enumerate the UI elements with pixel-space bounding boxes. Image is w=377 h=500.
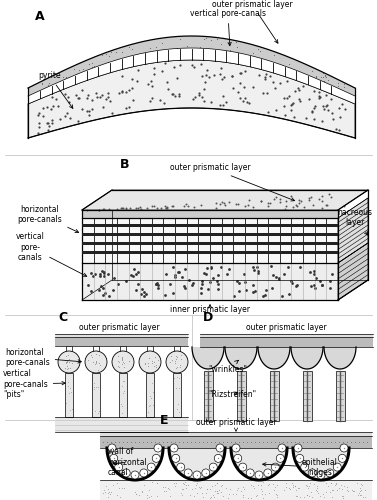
Circle shape bbox=[209, 463, 217, 471]
Circle shape bbox=[317, 471, 325, 479]
Bar bbox=[93, 346, 99, 351]
Text: epithelial
ridges: epithelial ridges bbox=[263, 458, 338, 477]
Circle shape bbox=[172, 454, 180, 462]
Bar bbox=[303, 371, 312, 421]
Polygon shape bbox=[324, 347, 356, 369]
Circle shape bbox=[246, 469, 254, 477]
Bar bbox=[120, 346, 126, 351]
Circle shape bbox=[152, 454, 160, 462]
Text: B: B bbox=[120, 158, 130, 171]
Polygon shape bbox=[293, 448, 349, 480]
Polygon shape bbox=[169, 448, 225, 480]
Circle shape bbox=[239, 463, 247, 471]
Bar bbox=[204, 371, 213, 421]
Circle shape bbox=[232, 444, 240, 452]
Bar bbox=[92, 373, 100, 417]
Circle shape bbox=[140, 469, 148, 477]
Text: D: D bbox=[203, 311, 213, 324]
Bar bbox=[147, 346, 153, 351]
Circle shape bbox=[115, 463, 123, 471]
Circle shape bbox=[333, 463, 341, 471]
Bar bbox=[270, 371, 279, 421]
Circle shape bbox=[110, 454, 118, 462]
Circle shape bbox=[234, 454, 242, 462]
Text: vertical
pore-canals
"pits": vertical pore-canals "pits" bbox=[3, 369, 65, 399]
Circle shape bbox=[177, 463, 185, 471]
Circle shape bbox=[112, 351, 134, 373]
Bar bbox=[336, 371, 345, 421]
Circle shape bbox=[278, 444, 286, 452]
Polygon shape bbox=[291, 347, 323, 369]
Text: C: C bbox=[58, 311, 67, 324]
Text: wall of
horizontal
canal: wall of horizontal canal bbox=[108, 447, 147, 477]
Circle shape bbox=[214, 454, 222, 462]
Polygon shape bbox=[338, 198, 368, 263]
Circle shape bbox=[166, 351, 188, 373]
Polygon shape bbox=[28, 36, 355, 96]
Bar bbox=[119, 373, 127, 417]
Bar bbox=[65, 373, 73, 417]
Circle shape bbox=[271, 463, 279, 471]
Text: outer prismatic layer: outer prismatic layer bbox=[170, 163, 294, 201]
Circle shape bbox=[264, 469, 272, 477]
Circle shape bbox=[216, 444, 224, 452]
Circle shape bbox=[255, 471, 263, 479]
Polygon shape bbox=[28, 60, 355, 138]
Circle shape bbox=[308, 469, 316, 477]
Text: horizontal
pore-canals: horizontal pore-canals bbox=[5, 348, 81, 367]
Circle shape bbox=[108, 444, 116, 452]
Polygon shape bbox=[258, 347, 290, 369]
Text: outer prismatic layer: outer prismatic layer bbox=[196, 418, 276, 427]
Polygon shape bbox=[231, 448, 287, 480]
Text: nacreous
layer: nacreous layer bbox=[337, 208, 372, 235]
Circle shape bbox=[296, 454, 304, 462]
Bar bbox=[146, 373, 154, 417]
Circle shape bbox=[338, 454, 346, 462]
Text: vertical pore-canals: vertical pore-canals bbox=[190, 9, 266, 46]
Circle shape bbox=[122, 469, 130, 477]
Circle shape bbox=[193, 471, 201, 479]
Text: outer prismatic layer: outer prismatic layer bbox=[212, 0, 292, 43]
Circle shape bbox=[139, 351, 161, 373]
Text: "wrinkles": "wrinkles" bbox=[208, 360, 247, 374]
Text: A: A bbox=[35, 10, 44, 23]
Circle shape bbox=[202, 469, 210, 477]
Polygon shape bbox=[82, 190, 368, 210]
Circle shape bbox=[170, 444, 178, 452]
Circle shape bbox=[276, 454, 284, 462]
Text: pyrite: pyrite bbox=[38, 71, 73, 108]
Circle shape bbox=[340, 444, 348, 452]
Text: outer prismatic layer: outer prismatic layer bbox=[79, 323, 159, 332]
Circle shape bbox=[154, 444, 162, 452]
Circle shape bbox=[294, 444, 302, 452]
Text: inner prismatic layer: inner prismatic layer bbox=[170, 305, 250, 314]
Circle shape bbox=[85, 351, 107, 373]
Polygon shape bbox=[192, 347, 224, 369]
Text: outer prismatic layer: outer prismatic layer bbox=[246, 323, 326, 332]
Circle shape bbox=[58, 351, 80, 373]
Polygon shape bbox=[28, 48, 355, 104]
Circle shape bbox=[184, 469, 192, 477]
Bar bbox=[237, 371, 246, 421]
Polygon shape bbox=[338, 243, 368, 300]
Polygon shape bbox=[225, 347, 257, 369]
Text: horizontal
pore-canals: horizontal pore-canals bbox=[18, 204, 79, 233]
Bar bbox=[66, 346, 72, 351]
Text: vertical
pore-
canals: vertical pore- canals bbox=[15, 232, 87, 276]
Circle shape bbox=[131, 471, 139, 479]
Bar bbox=[173, 373, 181, 417]
Bar bbox=[174, 346, 180, 351]
Circle shape bbox=[301, 463, 309, 471]
Circle shape bbox=[147, 463, 155, 471]
Text: E: E bbox=[160, 414, 169, 427]
Circle shape bbox=[326, 469, 334, 477]
Polygon shape bbox=[107, 448, 163, 480]
Text: "Rizstreifen": "Rizstreifen" bbox=[208, 390, 256, 399]
